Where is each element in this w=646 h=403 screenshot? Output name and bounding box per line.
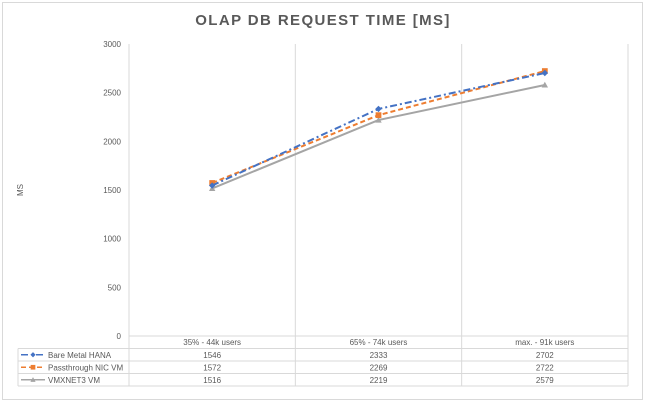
table-value: 2702 <box>536 351 554 360</box>
y-tick-label: 0 <box>117 332 122 341</box>
legend-series-name: VMXNET3 VM <box>48 376 100 385</box>
series-line <box>211 83 546 190</box>
data-point <box>208 182 216 189</box>
data-point <box>541 69 549 77</box>
data-point <box>375 112 382 119</box>
table-value: 2333 <box>370 351 388 360</box>
table-value: 2722 <box>536 363 554 372</box>
y-tick-label: 500 <box>108 283 122 292</box>
table-value: 2219 <box>370 376 388 385</box>
series-line <box>211 70 546 184</box>
y-tick-label: 1000 <box>103 235 121 244</box>
y-tick-label: 2000 <box>103 137 121 146</box>
data-point <box>541 81 549 88</box>
legend-key-marker <box>30 364 36 370</box>
y-axis-title: MS <box>16 184 25 196</box>
chart-frame <box>2 2 643 400</box>
table-value: 1572 <box>203 363 221 372</box>
x-category-label: max. - 91k users <box>515 338 574 347</box>
y-tick-label: 3000 <box>103 40 121 49</box>
y-tick-label: 2500 <box>103 89 121 98</box>
legend-key-marker <box>30 377 36 382</box>
data-point <box>375 105 382 113</box>
legend-series-name: Bare Metal HANA <box>48 351 112 360</box>
data-point <box>375 116 382 123</box>
y-tick-label: 1500 <box>103 186 121 195</box>
x-category-label: 35% - 44k users <box>183 338 241 347</box>
x-category-label: 65% - 74k users <box>350 338 408 347</box>
table-value: 2579 <box>536 376 554 385</box>
legend-series-name: Passthrough NIC VM <box>48 363 123 372</box>
chart-title: OLAP DB REQUEST TIME [MS] <box>195 12 451 29</box>
table-value: 1546 <box>203 351 221 360</box>
table-value: 2269 <box>370 363 388 372</box>
table-value: 1516 <box>203 376 221 385</box>
legend-key-marker <box>30 352 36 358</box>
